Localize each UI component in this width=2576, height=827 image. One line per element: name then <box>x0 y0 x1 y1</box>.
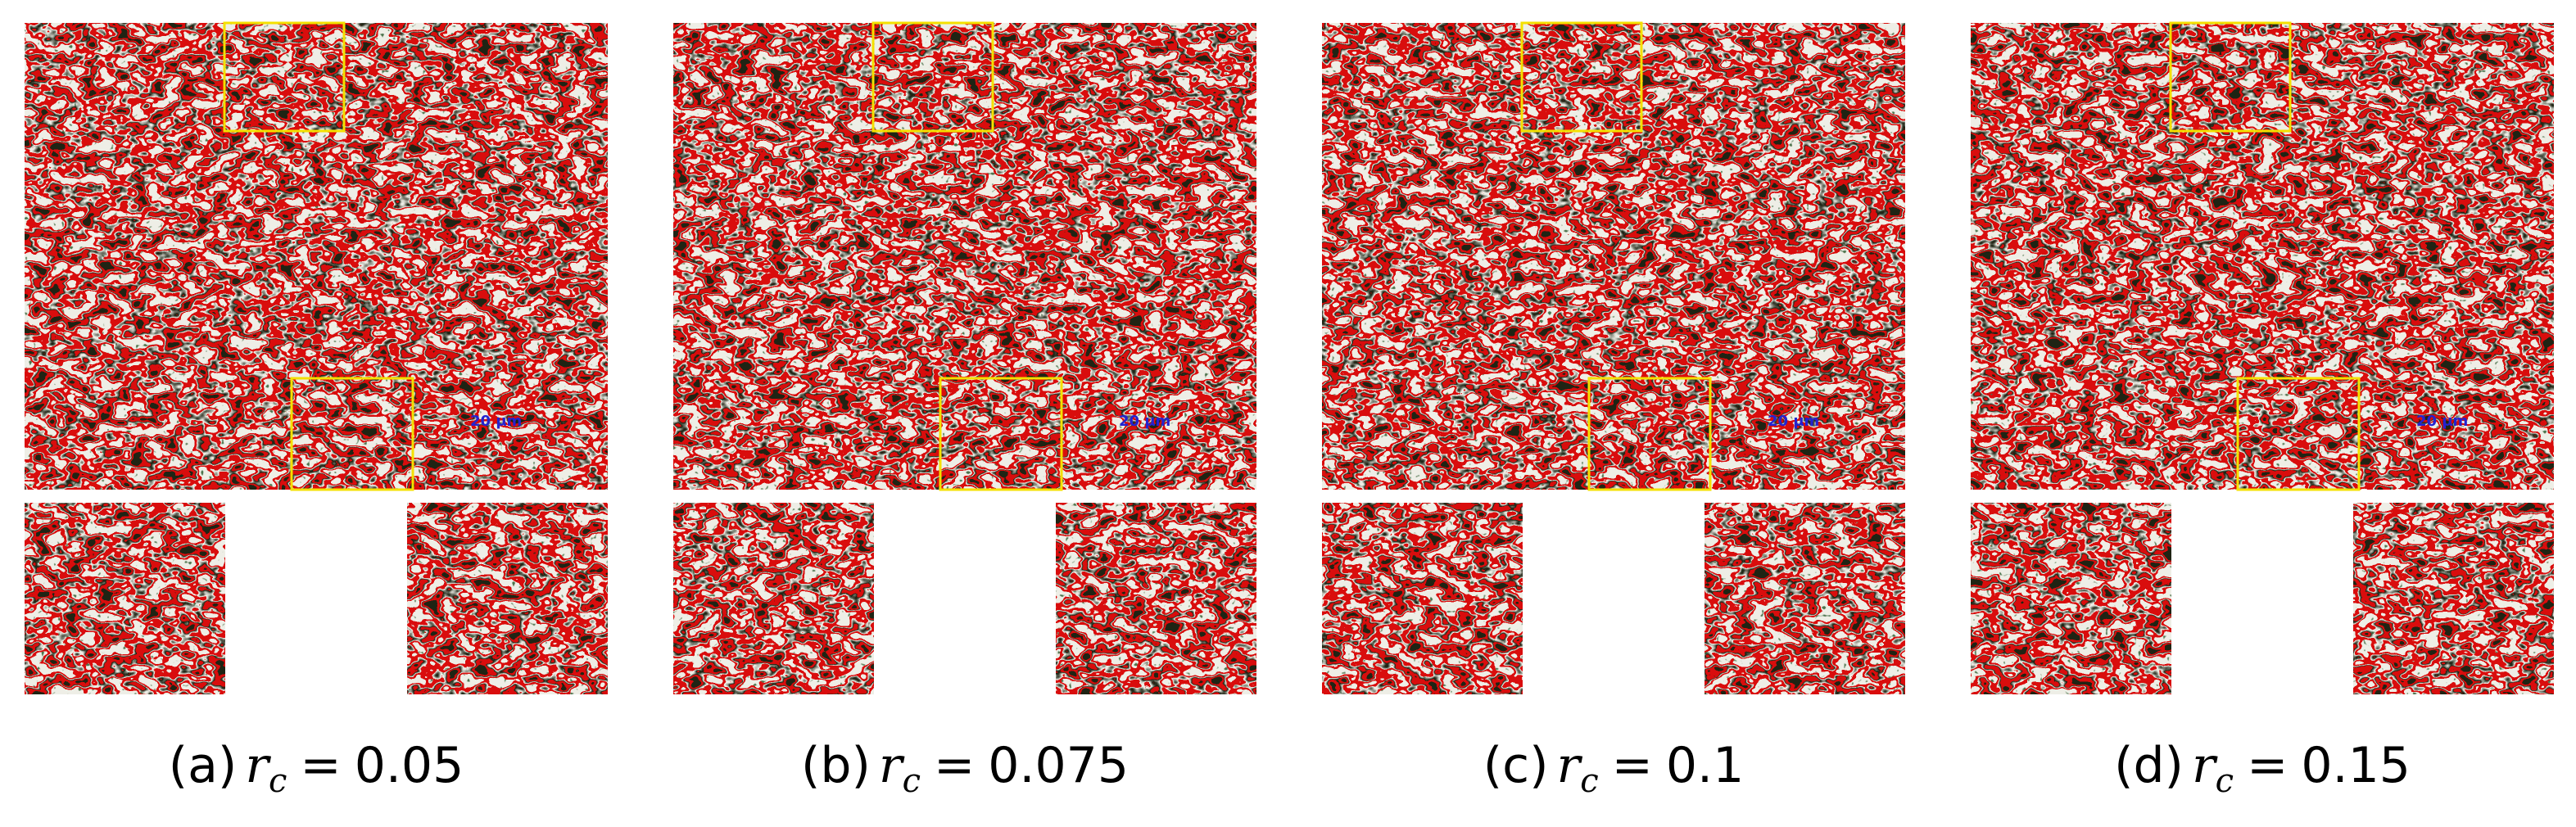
caption-tag: (d) <box>2114 737 2184 794</box>
caption-value: 0.05 <box>355 737 464 794</box>
caption-operator: = <box>2247 737 2288 794</box>
panel: 20 μm (d) rc = 0.15 <box>1971 21 2554 800</box>
caption-tag: (b) <box>801 737 871 794</box>
panel: 20 μm (c) rc = 0.1 <box>1322 21 1905 800</box>
zoom-box <box>2169 21 2292 133</box>
caption-operator: = <box>300 737 341 794</box>
caption: (b) rc = 0.075 <box>801 737 1129 800</box>
inset <box>25 503 225 694</box>
scale-bar-label: 20 μm <box>1119 413 1170 430</box>
caption-tag: (c) <box>1483 737 1549 794</box>
caption-subscript: c <box>1580 762 1598 800</box>
caption-subscript: c <box>903 762 921 800</box>
micrograph <box>1971 23 2554 490</box>
inset <box>673 503 874 694</box>
micrograph <box>673 23 1256 490</box>
caption-value: 0.15 <box>2301 737 2411 794</box>
zoom-box <box>1587 377 1712 491</box>
panel: 20 μm (b) rc = 0.075 <box>673 21 1256 800</box>
inset <box>1056 503 1256 694</box>
micrograph <box>25 23 608 490</box>
scale-bar-label: 20 μm <box>2416 413 2468 430</box>
caption-value: 0.1 <box>1666 737 1744 794</box>
micrograph <box>1322 23 1905 490</box>
scale-bar-label: 20 μm <box>470 413 522 430</box>
zoom-box <box>939 377 1063 491</box>
inset <box>2353 503 2554 694</box>
caption-tag: (a) <box>169 737 238 794</box>
caption-operator: = <box>934 737 975 794</box>
caption-subscript: c <box>2216 762 2234 800</box>
caption-symbol: r <box>1557 737 1583 794</box>
caption: (c) rc = 0.1 <box>1483 737 1745 800</box>
caption: (a) rc = 0.05 <box>169 737 464 800</box>
caption-subscript: c <box>269 762 287 800</box>
inset <box>1705 503 1905 694</box>
panel: 20 μm (a) rc = 0.05 <box>25 21 608 800</box>
inset <box>1971 503 2171 694</box>
caption-operator: = <box>1612 737 1653 794</box>
caption-symbol: r <box>879 737 905 794</box>
caption-value: 0.075 <box>988 737 1129 794</box>
caption-symbol: r <box>245 737 271 794</box>
caption-symbol: r <box>2192 737 2218 794</box>
caption: (d) rc = 0.15 <box>2114 737 2411 800</box>
zoom-box <box>1520 21 1643 133</box>
zoom-box <box>290 377 414 491</box>
zoom-box <box>2236 377 2361 491</box>
inset <box>1322 503 1523 694</box>
inset <box>407 503 608 694</box>
scale-bar-label: 20 μm <box>1768 413 1819 430</box>
zoom-box <box>871 21 994 133</box>
zoom-box <box>223 21 346 133</box>
